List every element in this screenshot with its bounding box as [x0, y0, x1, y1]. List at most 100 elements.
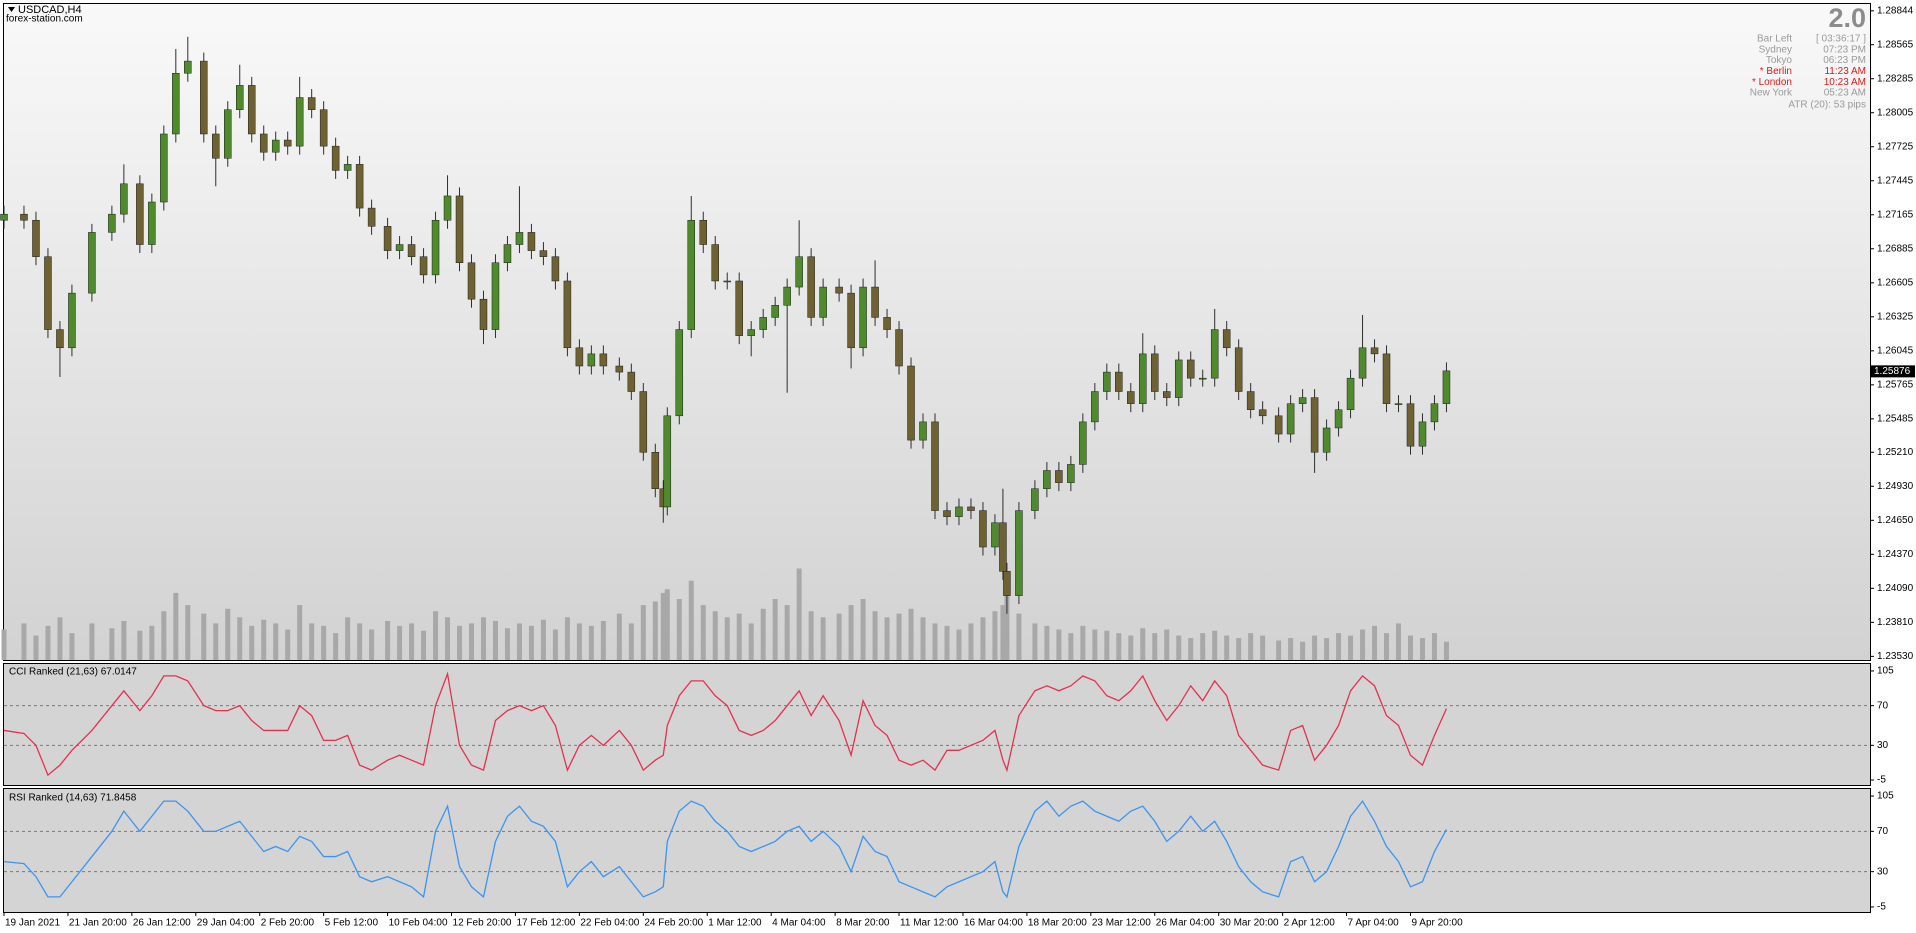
x-tick-label: 11 Mar 12:00	[900, 918, 959, 929]
volume-bar	[333, 633, 339, 660]
volume-bar	[1032, 623, 1038, 660]
candle-body	[651, 452, 660, 489]
volume-bar	[1300, 641, 1306, 660]
volume-bar	[588, 625, 594, 660]
candle-body	[32, 219, 40, 257]
volume-bar	[1260, 635, 1266, 660]
candle-body	[184, 60, 192, 74]
candle-body	[355, 164, 364, 209]
candle-body	[759, 317, 767, 330]
candle-body	[895, 329, 903, 367]
candle-body	[795, 256, 803, 288]
info-label: New York	[1750, 88, 1793, 99]
candle-body	[871, 286, 879, 318]
menu-arrow[interactable]	[8, 7, 15, 12]
volume-bar	[1372, 625, 1378, 660]
volume-bar	[1116, 633, 1122, 660]
volume-bar	[285, 629, 291, 660]
candle-body	[1067, 464, 1075, 483]
volume-bar	[516, 623, 522, 660]
candle-body	[479, 298, 488, 330]
x-tick-label: 5 Feb 12:00	[325, 918, 379, 929]
candle-body	[1346, 377, 1355, 410]
y-tick-label: 1.23810	[1877, 617, 1914, 628]
volume-bar	[1092, 629, 1098, 660]
info-value: 10:23 AM	[1824, 77, 1866, 88]
volume-bar	[1000, 605, 1006, 660]
candle-body	[160, 133, 168, 203]
volume-bar	[700, 605, 706, 660]
volume-bar	[57, 617, 63, 660]
x-tick-label: 23 Mar 12:00	[1092, 918, 1151, 929]
y-tick-label: 1.26325	[1877, 311, 1914, 322]
volume-bar	[33, 635, 39, 660]
volume-bar	[213, 623, 219, 660]
volume-bar	[1224, 635, 1230, 660]
volume-bar	[121, 620, 127, 660]
candle-body	[931, 421, 939, 511]
y-tick-label: 1.24370	[1877, 549, 1914, 560]
candle-body	[88, 232, 96, 294]
candle-body	[747, 329, 755, 336]
candle-body	[455, 195, 464, 264]
y-tick-label: 105	[1877, 791, 1894, 802]
candle-body	[955, 506, 963, 517]
candle-body	[395, 244, 404, 251]
candle-body	[1370, 347, 1379, 355]
candle-body	[575, 347, 584, 367]
volume-bar	[528, 625, 534, 660]
y-tick-label: 1.24650	[1877, 515, 1914, 526]
candle-body	[44, 256, 52, 330]
x-tick-label: 18 Mar 20:00	[1028, 918, 1087, 929]
candle-body	[1234, 347, 1243, 392]
candle-body	[687, 219, 696, 330]
candle-body	[663, 415, 672, 508]
candle-body	[367, 207, 376, 227]
x-tick-label: 10 Feb 04:00	[389, 918, 448, 929]
candle-body	[1139, 353, 1147, 404]
volume-bar	[457, 625, 463, 660]
last-price-label: 1.25876	[1874, 366, 1911, 377]
volume-bar	[345, 617, 351, 660]
candle-body	[120, 183, 128, 215]
candle-body	[999, 522, 1007, 572]
volume-bar	[884, 617, 890, 660]
candle-body	[1151, 353, 1159, 392]
indicator-title: RSI Ranked (14,63) 71.8458	[9, 793, 137, 804]
volume-bar	[45, 625, 51, 660]
volume-bar	[1276, 640, 1282, 660]
candle-body	[835, 286, 843, 294]
candle-body	[307, 97, 316, 110]
candle-body	[859, 286, 867, 349]
candle-body	[136, 183, 144, 245]
volume-bar	[616, 613, 622, 660]
indicator-title: CCI Ranked (21,63) 67.0147	[9, 667, 137, 678]
volume-bar	[664, 589, 670, 660]
volume-bar	[640, 605, 646, 660]
info-value: 11:23 AM	[1824, 66, 1866, 77]
candle-body	[443, 195, 452, 221]
volume-bar	[932, 623, 938, 660]
candle-body	[783, 286, 791, 306]
volume-bar	[89, 623, 95, 660]
candle-body	[1298, 397, 1307, 404]
candle-body	[283, 139, 292, 147]
candle-body	[1079, 421, 1087, 465]
x-tick-label: 22 Feb 04:00	[580, 918, 639, 929]
candle-body	[319, 109, 328, 147]
volume-bar	[1004, 592, 1010, 660]
x-tick-label: 8 Mar 20:00	[836, 918, 890, 929]
candle-body	[907, 365, 915, 441]
volume-bar	[968, 623, 974, 660]
candle-body	[639, 391, 648, 453]
volume-bar	[297, 605, 303, 660]
y-tick-label: 70	[1877, 826, 1889, 837]
indicator-line	[3, 671, 1448, 777]
volume-bar	[1288, 638, 1294, 660]
volume-bar	[1152, 633, 1158, 660]
volume-bar	[784, 605, 790, 660]
volume-bar	[760, 608, 766, 660]
x-tick-label: 9 Apr 20:00	[1411, 918, 1463, 929]
candle-body	[615, 365, 624, 373]
